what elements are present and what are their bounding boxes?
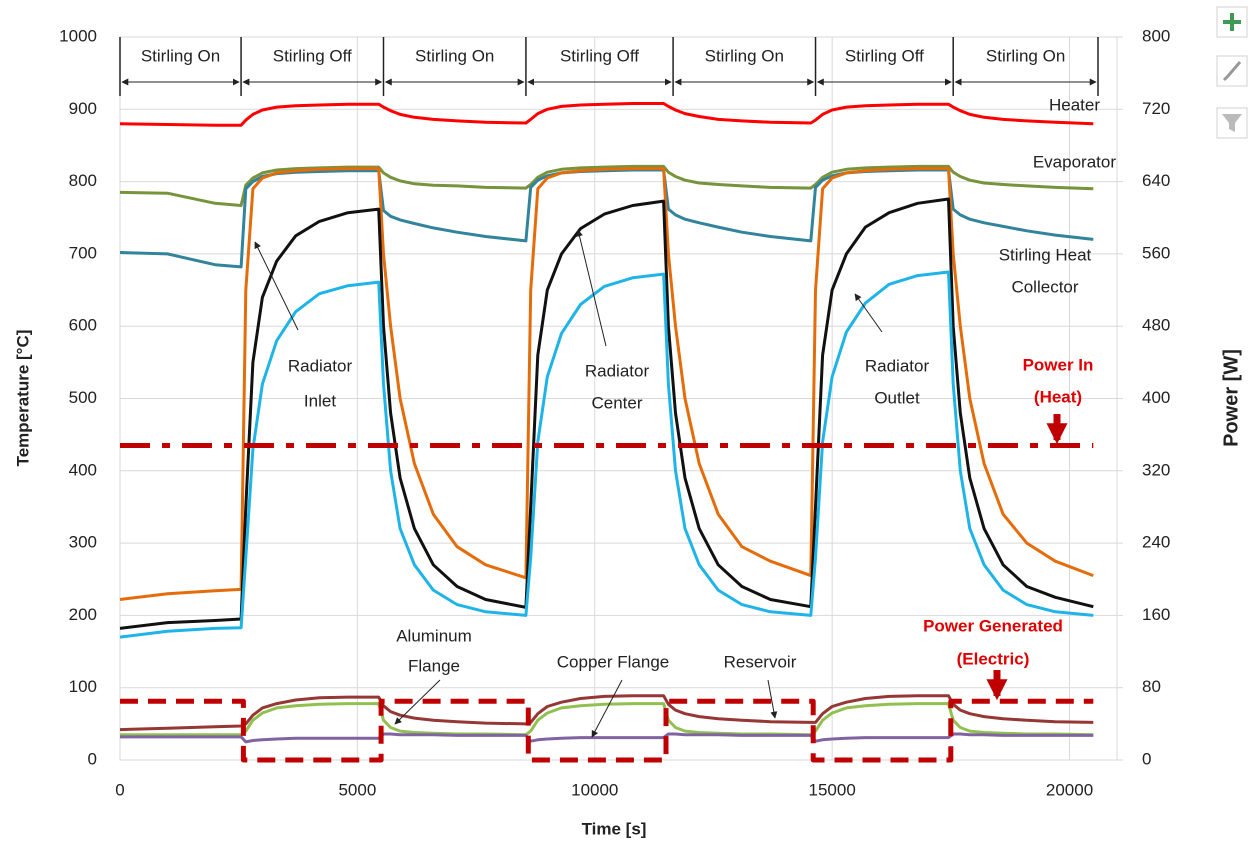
y2-tick-label: 640 xyxy=(1142,171,1170,190)
y-tick-label: 700 xyxy=(69,243,97,262)
plus-icon xyxy=(1223,13,1241,31)
y2-tick-label: 480 xyxy=(1142,316,1170,335)
y-axis-title: Temperature [°C] xyxy=(13,330,32,467)
phase-label: Stirling Off xyxy=(560,46,639,65)
phase-label: Stirling On xyxy=(986,46,1065,65)
phase-label: Stirling On xyxy=(415,46,494,65)
temperature-line xyxy=(119,270,1094,639)
annotation: Flange xyxy=(408,656,460,675)
temperature-line xyxy=(119,168,1094,269)
temperature-line xyxy=(119,167,1094,601)
x-tick-label: 5000 xyxy=(338,780,376,799)
annotation-arrow xyxy=(254,241,299,331)
y-tick-label: 200 xyxy=(69,605,97,624)
filter-icon xyxy=(1222,114,1242,132)
y2-tick-label: 720 xyxy=(1142,99,1170,118)
x-tick-label: 15000 xyxy=(809,780,856,799)
annotation-arrow xyxy=(394,679,441,725)
annotation-arrow xyxy=(854,293,883,333)
annotation: Inlet xyxy=(304,391,336,410)
y2-axis-title: Power [W] xyxy=(1220,349,1242,447)
annotation: Evaporator xyxy=(1033,152,1116,171)
temperature-line xyxy=(120,732,1094,744)
annotation: Outlet xyxy=(874,388,920,407)
phase-label: Stirling On xyxy=(141,46,220,65)
y2-tick-label: 400 xyxy=(1142,388,1170,407)
annotation: Reservoir xyxy=(724,652,797,671)
y2-tick-label: 240 xyxy=(1142,533,1170,552)
y-tick-label: 100 xyxy=(69,677,97,696)
y-tick-label: 800 xyxy=(69,171,97,190)
annotation: Radiator xyxy=(585,361,650,380)
y-tick-label: 1000 xyxy=(59,26,97,45)
temperature-line xyxy=(119,164,1094,207)
y-tick-label: 600 xyxy=(69,316,97,335)
annotation: (Heat) xyxy=(1034,387,1082,406)
y-tick-label: 500 xyxy=(69,388,97,407)
phase-label: Stirling Off xyxy=(845,46,924,65)
chart-buttons[interactable] xyxy=(1216,6,1248,139)
annotation-arrow xyxy=(591,679,623,738)
brush-icon xyxy=(1222,61,1242,82)
annotation: Power Generated xyxy=(923,616,1063,635)
annotation: Collector xyxy=(1011,277,1078,296)
y2-tick-label: 80 xyxy=(1142,677,1161,696)
x-axis-title: Time [s] xyxy=(582,819,647,838)
x-tick-label: 0 xyxy=(115,780,124,799)
annotation-arrow xyxy=(767,679,778,719)
temperature-line xyxy=(119,102,1094,127)
y-tick-label: 400 xyxy=(69,460,97,479)
x-tick-label: 20000 xyxy=(1046,780,1093,799)
phase-label: Stirling Off xyxy=(273,46,352,65)
annotation: Aluminum xyxy=(396,626,472,645)
y-tick-label: 300 xyxy=(69,533,97,552)
y-tick-label: 0 xyxy=(88,749,97,768)
annotation: Copper Flange xyxy=(557,652,669,671)
temperature-line xyxy=(119,197,1094,630)
annotation-arrow xyxy=(576,229,607,347)
annotation: Radiator xyxy=(865,356,930,375)
annotation: Center xyxy=(591,393,642,412)
y2-tick-label: 160 xyxy=(1142,605,1170,624)
y2-tick-label: 320 xyxy=(1142,460,1170,479)
power-line xyxy=(120,698,1094,763)
phase-label: Stirling On xyxy=(705,46,784,65)
temperature-line xyxy=(120,702,1094,737)
y2-tick-label: 0 xyxy=(1142,749,1151,768)
annotation: Heater xyxy=(1049,95,1100,114)
annotation: Radiator xyxy=(288,356,353,375)
y2-tick-label: 560 xyxy=(1142,243,1170,262)
y2-tick-label: 800 xyxy=(1142,26,1170,45)
annotation: Stirling Heat xyxy=(999,245,1092,264)
x-tick-label: 10000 xyxy=(571,780,618,799)
annotation: (Electric) xyxy=(957,649,1030,668)
annotation: Power In xyxy=(1023,355,1094,374)
temperature-line xyxy=(119,694,1094,732)
y-tick-label: 900 xyxy=(69,99,97,118)
